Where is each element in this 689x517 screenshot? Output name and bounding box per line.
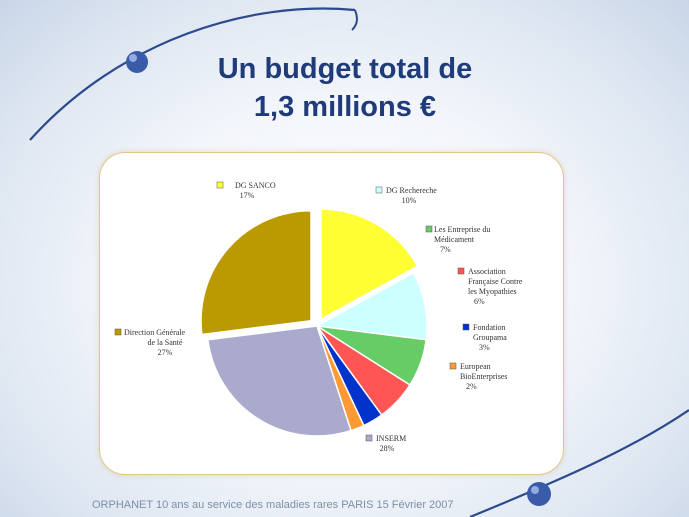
decorative-arc-top-tail (351, 9, 358, 31)
decorative-arc-top (29, 7, 356, 141)
pie-slice-8 (200, 209, 312, 336)
legend-swatch-5 (462, 323, 470, 331)
decorative-sphere-bottom-highlight (531, 486, 539, 494)
slice-name-label-7: INSERM (376, 434, 406, 443)
slice-name-label-1: DG SANCO (235, 181, 276, 190)
decorative-arc-bottom (469, 409, 689, 517)
slice-percent-label-5: 3% (479, 343, 490, 352)
legend-swatch-2 (375, 186, 383, 194)
legend-swatch-6 (449, 362, 457, 370)
title-line-1: Un budget total de (217, 53, 473, 85)
decorative-sphere-top-highlight (129, 54, 137, 62)
legend-swatch-4 (457, 267, 465, 275)
decorative-sphere-bottom (527, 482, 551, 506)
slice-percent-label-7: 28% (380, 444, 395, 453)
slice-name-label-2: DG Rechereche (386, 186, 437, 195)
slice-name-label-4: les Myopathies (468, 287, 517, 296)
pie-slice-1 (320, 208, 419, 321)
slice-percent-label-1: 17% (240, 191, 255, 200)
title-line-2: 1,3 millions € (253, 91, 437, 123)
slice-percent-label-4: 6% (474, 297, 485, 306)
legend-swatch-8 (114, 328, 122, 336)
slice-percent-label-2: 10% (402, 196, 417, 205)
slice-name-label-4: Française Contre (468, 277, 523, 286)
legend-swatch-7 (365, 434, 373, 442)
slice-name-label-5: Fondation (473, 323, 505, 332)
slice-percent-label-6: 2% (466, 382, 477, 391)
slide-footer: ORPHANET 10 ans au service des maladies … (92, 499, 454, 511)
slice-percent-label-8: 27% (158, 348, 173, 357)
slice-name-label-6: European (460, 362, 491, 371)
slice-name-label-8: de la Santé (147, 338, 183, 347)
slice-name-label-8: Direction Générale (124, 328, 186, 337)
slice-name-label-5: Groupama (473, 333, 507, 342)
slice-name-label-3: Médicament (434, 235, 475, 244)
legend-swatch-3 (425, 225, 433, 233)
slice-name-label-3: Les Entreprise du (434, 225, 490, 234)
slice-name-label-4: Association (468, 267, 506, 276)
pie-slice-7 (207, 325, 352, 437)
slide-title: Un budget total de 1,3 millions € (120, 50, 570, 126)
legend-swatch-1 (216, 181, 224, 189)
slice-percent-label-3: 7% (440, 245, 451, 254)
pie-slices (200, 208, 428, 437)
slice-name-label-6: BioEnterprises (460, 372, 508, 381)
